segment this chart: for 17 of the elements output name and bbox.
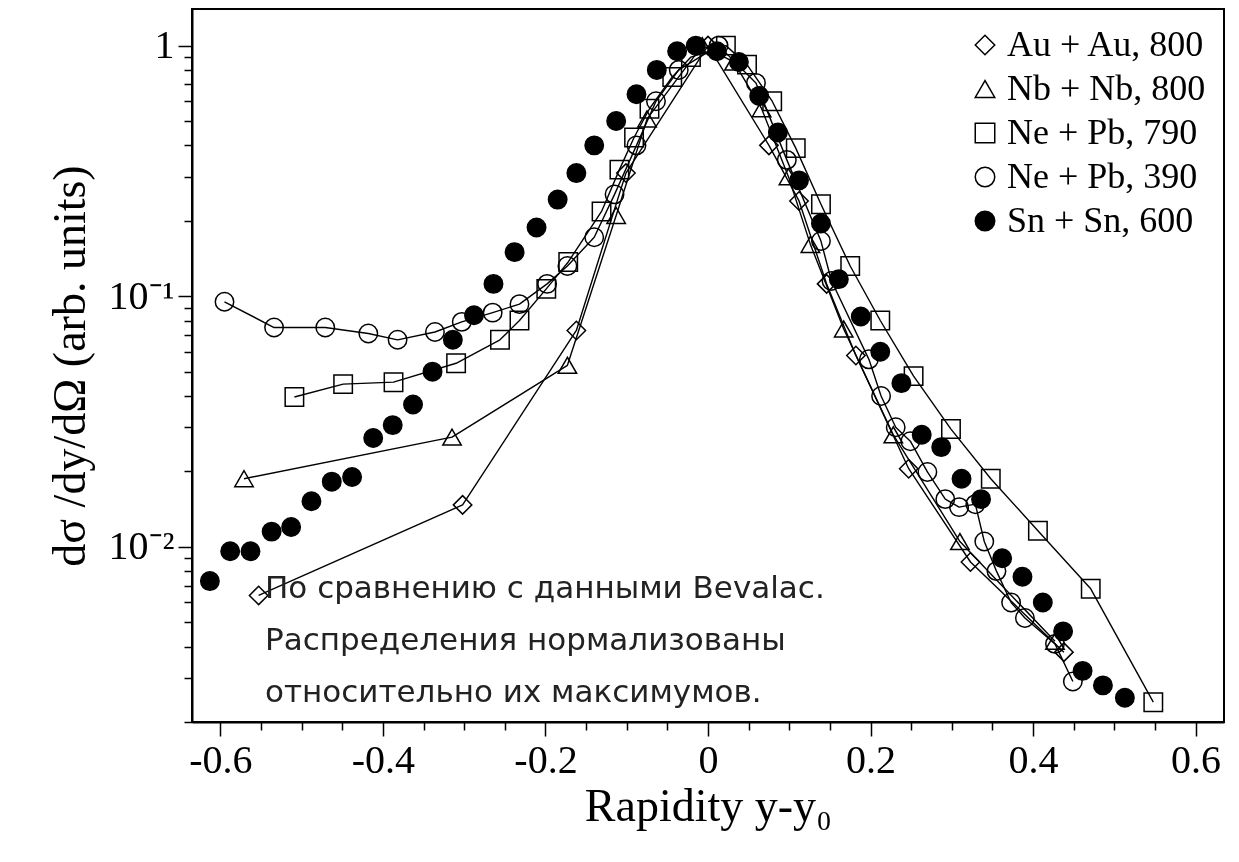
legend-label: Ne + Pb, 390: [1007, 156, 1198, 196]
x-tick-label: -0.4: [351, 736, 416, 782]
x-axis-title: Rapidity y-y₀: [584, 779, 833, 831]
y-tick-label: 10⁻¹: [108, 272, 175, 318]
x-tick-label: -0.2: [514, 736, 578, 782]
y-axis-title: dσ /dy/dΩ (arb. units): [43, 165, 95, 567]
x-tick-label: 0.4: [1008, 736, 1059, 782]
legend-label: Sn + Sn, 600: [1007, 200, 1194, 240]
y-tick-label: 10⁻²: [108, 523, 175, 569]
legend-label: Au + Au, 800: [1007, 24, 1204, 64]
legend-label: Nb + Nb, 800: [1007, 68, 1206, 108]
x-tick-label: 0.6: [1171, 736, 1222, 782]
x-tick-label: -0.6: [189, 736, 253, 782]
legend-label: Ne + Pb, 790: [1007, 112, 1198, 152]
x-tick-label: 0: [698, 736, 719, 782]
x-tick-label: 0.2: [846, 736, 897, 782]
y-tick-label: 1: [154, 22, 175, 68]
